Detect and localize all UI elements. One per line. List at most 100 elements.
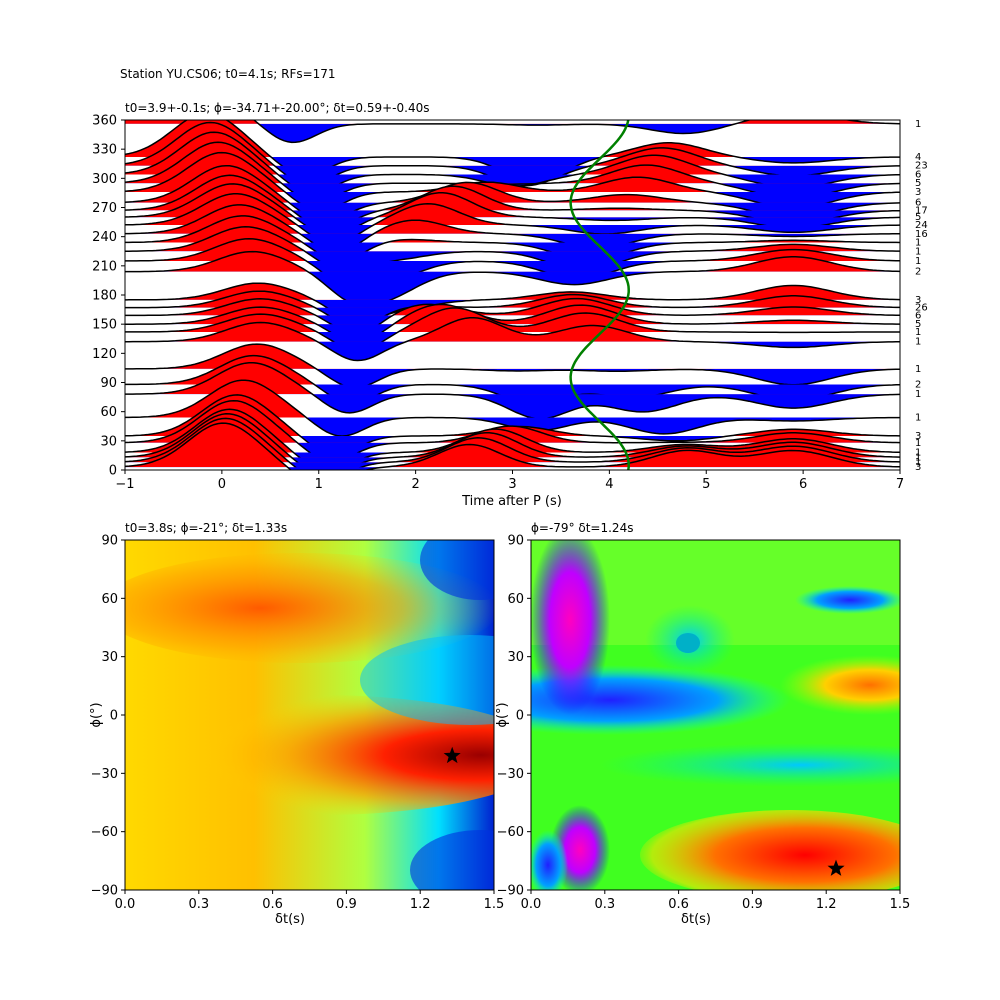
hsv-ring-center bbox=[676, 633, 700, 653]
rf-count-label: 1 bbox=[915, 452, 921, 463]
trace-negative-fill bbox=[125, 299, 484, 322]
right-ticks: 0.0 0.3 0.6 0.9 1.2 1.5 −90 −60 −30 0 30 60 90 bbox=[497, 534, 911, 913]
y-tick-label: 120 bbox=[92, 347, 117, 362]
rf-count-label: 4 bbox=[915, 152, 921, 163]
rf-count-label: 5 bbox=[915, 212, 921, 223]
x-tick-label: 6 bbox=[799, 477, 807, 492]
trace-negative-fill bbox=[314, 384, 900, 404]
trace-line bbox=[125, 204, 900, 253]
rf-count-label: 5 bbox=[915, 178, 921, 189]
rf-count-label: 2 bbox=[915, 379, 921, 390]
trace-positive-fill bbox=[125, 238, 900, 261]
rf-count-label: 1 bbox=[915, 389, 921, 400]
trace-positive-fill bbox=[125, 291, 900, 308]
rf-count-label: 6 bbox=[915, 310, 921, 321]
y-tick-label: 240 bbox=[92, 230, 117, 245]
rf-panel-title: t0=3.9+-0.1s; ϕ=-34.71+-20.00°; δt=0.59+… bbox=[125, 101, 430, 115]
y-tick-label: 270 bbox=[92, 201, 117, 216]
y-tick-label: 330 bbox=[92, 143, 117, 158]
trace-negative-fill bbox=[125, 394, 900, 419]
y-tick-label: 60 bbox=[101, 592, 118, 607]
y-tick-label: −60 bbox=[91, 825, 118, 840]
figure-title: Station YU.CS06; t0=4.1s; RFs=171 bbox=[120, 67, 336, 81]
rf-count-label: 1 bbox=[915, 457, 921, 468]
trace-line bbox=[125, 399, 900, 462]
rf-y-ticks: 0 30 60 90 120 150 180 210 240 270 300 330 360 bbox=[92, 114, 125, 479]
trace-line bbox=[125, 192, 900, 245]
rf-count-label: 6 bbox=[915, 169, 921, 180]
rf-count-label: 24 bbox=[915, 220, 928, 231]
x-tick-label: 0.6 bbox=[668, 897, 689, 912]
hsv-magenta-arc bbox=[531, 540, 610, 715]
trace-line bbox=[125, 413, 900, 470]
trace-positive-fill bbox=[125, 355, 900, 385]
trace-line bbox=[125, 250, 900, 307]
trace-positive-fill bbox=[125, 298, 900, 316]
rf-count-label: 17 bbox=[915, 205, 928, 216]
trace-line bbox=[125, 361, 900, 420]
hsv-yellow-band bbox=[780, 655, 900, 715]
jet-orange-band bbox=[125, 553, 494, 663]
rf-count-label: 1 bbox=[915, 256, 921, 267]
trace-positive-fill bbox=[125, 307, 900, 332]
x-tick-label: 0.9 bbox=[742, 897, 763, 912]
rf-count-label: 1 bbox=[915, 438, 921, 449]
trace-negative-fill bbox=[274, 165, 900, 186]
left-ticks: 0.0 0.3 0.6 0.9 1.2 1.5 −90 −60 −30 0 30 60 90 bbox=[91, 534, 505, 913]
y-tick-label: 90 bbox=[100, 376, 117, 391]
x-tick-label: 1 bbox=[315, 477, 323, 492]
x-tick-label: 3 bbox=[508, 477, 516, 492]
trace-line bbox=[125, 307, 900, 352]
trace-line bbox=[125, 238, 900, 290]
y-tick-label: 30 bbox=[100, 434, 117, 449]
trace-positive-fill bbox=[125, 226, 900, 252]
y-tick-label: 0 bbox=[109, 464, 117, 479]
rf-count-label: 1 bbox=[915, 327, 921, 338]
x-tick-label: 1.5 bbox=[890, 897, 911, 912]
x-tick-label: 0.3 bbox=[594, 897, 615, 912]
y-tick-label: 360 bbox=[92, 114, 117, 129]
rf-count-label: 23 bbox=[915, 161, 928, 172]
trace-negative-fill bbox=[287, 467, 385, 470]
trace-line bbox=[125, 316, 900, 362]
x-tick-label: 4 bbox=[605, 477, 613, 492]
right-y-label: ϕ(°) bbox=[495, 702, 510, 727]
y-tick-label: 150 bbox=[92, 318, 117, 333]
jet-blue-bottom bbox=[410, 830, 494, 890]
trace-line bbox=[125, 282, 900, 323]
trace-negative-fill bbox=[125, 368, 900, 388]
y-tick-label: 210 bbox=[92, 259, 117, 274]
y-tick-label: 90 bbox=[101, 534, 118, 549]
hsv-blue-spot bbox=[795, 586, 900, 614]
rf-panel: −1 0 1 2 3 4 5 6 7 03060901201501802102402703003… bbox=[92, 114, 928, 510]
rf-count-label: 3 bbox=[915, 187, 921, 198]
rf-count-label: 3 bbox=[915, 295, 921, 306]
trace-positive-fill bbox=[125, 362, 313, 395]
left-y-label: ϕ(°) bbox=[89, 702, 104, 727]
y-tick-label: 0 bbox=[516, 709, 524, 724]
y-tick-label: −90 bbox=[91, 884, 118, 899]
trace-line bbox=[125, 303, 900, 344]
y-tick-label: 0 bbox=[110, 709, 118, 724]
rf-count-label: 1 bbox=[915, 238, 921, 249]
rf-count-label: 1 bbox=[915, 413, 921, 424]
x-tick-label: 0.3 bbox=[188, 897, 209, 912]
jet-red-band bbox=[125, 695, 494, 815]
rf-count-label: 1 bbox=[915, 246, 921, 257]
trace-line bbox=[125, 343, 900, 389]
y-tick-label: −30 bbox=[91, 767, 118, 782]
x-tick-label: 0.0 bbox=[521, 897, 542, 912]
trace-negative-fill bbox=[125, 251, 900, 273]
grid-search-right-title: ϕ=-79° δt=1.24s bbox=[531, 521, 634, 535]
rf-count-label: 1 bbox=[915, 337, 921, 348]
rf-count-label: 5 bbox=[915, 319, 921, 330]
trace-line bbox=[125, 215, 900, 262]
trace-negative-fill bbox=[125, 233, 900, 252]
x-tick-label: 1.5 bbox=[484, 897, 505, 912]
trace-negative-fill bbox=[281, 183, 900, 202]
trace-negative-fill bbox=[306, 260, 685, 289]
y-tick-label: −60 bbox=[497, 825, 524, 840]
trace-positive-fill bbox=[125, 423, 900, 468]
x-tick-label: 7 bbox=[896, 477, 904, 492]
